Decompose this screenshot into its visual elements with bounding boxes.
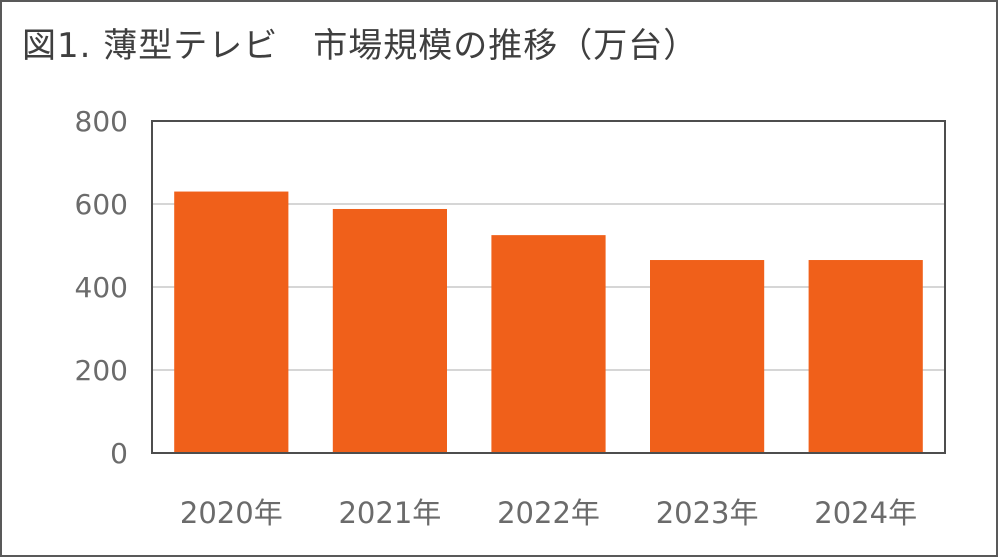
x-category-label: 2023年 — [656, 496, 759, 530]
x-category-label: 2020年 — [180, 496, 283, 530]
y-tick-label: 200 — [75, 354, 128, 387]
y-tick-label: 400 — [75, 271, 128, 304]
y-tick-label: 600 — [75, 188, 128, 221]
bar-2021年 — [332, 208, 447, 453]
y-tick-label: 0 — [110, 437, 128, 470]
y-tick-label: 800 — [75, 105, 128, 138]
bar-2020年 — [174, 191, 289, 454]
y-axis-tick-labels: 0 200 400 600 800 — [75, 105, 128, 470]
bar-2022年 — [491, 235, 606, 453]
bar-2023年 — [650, 260, 765, 453]
x-axis-category-labels: 2020年 2021年 2022年 2023年 2024年 — [180, 496, 917, 530]
chart-title: 図1. 薄型テレビ 市場規模の推移（万台） — [22, 26, 699, 66]
x-category-label: 2022年 — [497, 496, 600, 530]
x-category-label: 2024年 — [814, 496, 917, 530]
bar-2024年 — [808, 260, 923, 453]
plot-area-border — [151, 120, 946, 454]
bars — [174, 191, 923, 454]
x-category-label: 2021年 — [338, 496, 441, 530]
